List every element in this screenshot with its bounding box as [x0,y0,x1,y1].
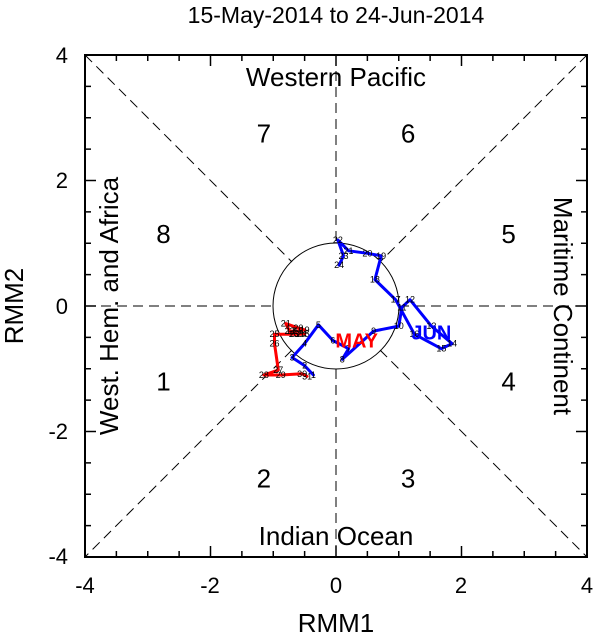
day-label: 19 [300,325,310,335]
x-tick-label: 0 [330,573,342,598]
day-label: 19 [376,251,386,261]
region-label-left: West. Hem. and Africa [94,176,124,435]
day-label: 13 [426,321,436,331]
day-label: 4 [302,339,307,349]
day-label: 5 [316,320,321,330]
x-tick-label: -2 [200,573,220,598]
trajectory-line-jun [290,238,454,377]
day-label: 24 [334,260,344,270]
day-label: 10 [394,321,404,331]
day-label: 18 [293,326,303,336]
day-label: 29 [276,370,286,380]
day-label: 31 [302,371,312,381]
day-label: 23 [339,251,349,261]
day-label: 16 [288,329,298,339]
day-label: 27 [273,365,283,375]
y-tick-label: -4 [48,544,68,569]
day-label: 25 [269,329,279,339]
day-label: 26 [269,339,279,349]
day-label: 17 [286,326,296,336]
day-label: 15 [300,329,310,339]
day-label: 8 [340,354,345,364]
month-label-jun: JUN [411,322,451,344]
day-label: 7 [346,344,351,354]
day-label: 21 [281,319,291,329]
x-tick-label: 4 [581,573,593,598]
region-label-top: Western Pacific [246,62,426,92]
y-tick-label: 4 [56,43,68,68]
day-label: 6 [330,336,335,346]
y-tick-label: 2 [56,168,68,193]
month-labels: MAY JUN [335,322,451,352]
region-label-bottom: Indian Ocean [259,521,414,551]
phase-label-7: 7 [257,118,271,148]
phase-label-1: 1 [156,366,170,396]
phase-label-5: 5 [501,219,515,249]
y-tick-label: 0 [56,294,68,319]
day-label: 9 [371,326,376,336]
guide-diagonal-top-right [379,54,588,263]
x-tick-label: 2 [455,573,467,598]
phase-label-4: 4 [501,366,515,396]
phase-label-8: 8 [156,219,170,249]
day-label: 20 [362,248,372,258]
phase-label-3: 3 [401,464,415,494]
day-label: 16 [409,329,419,339]
guide-diagonal-top-left [84,54,293,263]
day-label: 21 [344,246,354,256]
day-label: 28 [259,370,269,380]
day-label: 2 [302,361,307,371]
day-label: 14 [447,339,457,349]
day-label: 24 [296,329,306,339]
day-label: 1 [311,370,316,380]
y-tick-label: -2 [48,419,68,444]
phase-label-2: 2 [257,464,271,494]
guide-diagonal-bottom-right [379,349,588,558]
y-tick-labels: -4 -2 0 2 4 [48,43,68,569]
x-tick-labels: -4 -2 0 2 4 [75,573,593,598]
day-label: 11 [397,302,406,312]
x-tick-label: -4 [75,573,95,598]
day-label: 22 [333,235,343,245]
day-label: 18 [370,275,380,285]
day-label: 12 [405,295,415,305]
day-label: 20 [293,323,303,333]
x-axis-title: RMM1 [298,608,375,638]
month-label-may: MAY [335,331,378,353]
day-label: 17 [391,295,401,305]
day-label: 30 [297,369,307,379]
day-label: 22 [285,326,295,336]
day-label: 23 [290,329,300,339]
y-axis-title: RMM2 [0,268,29,345]
guide-lines [84,54,588,558]
phase-label-6: 6 [401,118,415,148]
day-label: 3 [290,352,295,362]
guide-diagonal-bottom-left [84,349,293,558]
day-label: 15 [436,344,446,354]
trajectory-line-may [262,322,309,378]
axis-ticks [84,54,588,558]
chart-title: 15-May-2014 to 24-Jun-2014 [188,2,485,28]
region-label-right: Maritime Continent [548,197,578,416]
